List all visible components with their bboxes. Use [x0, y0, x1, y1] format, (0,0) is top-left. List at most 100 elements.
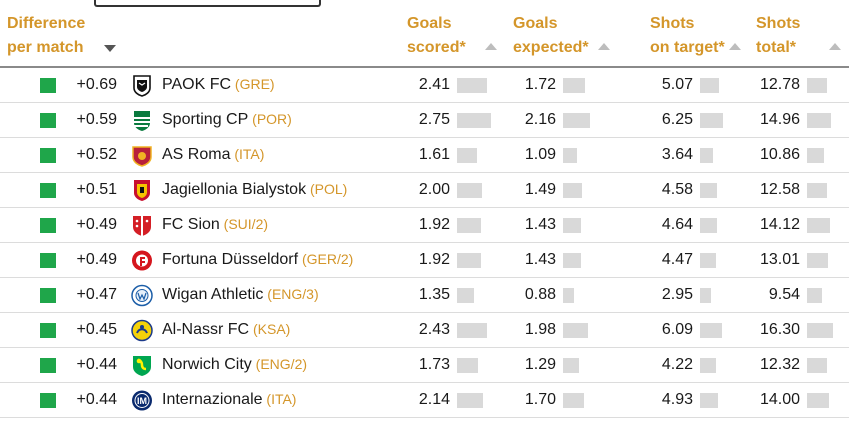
table-row[interactable]: +0.47 Wigan Athletic (ENG/3) 1.35 0.88 2.95 9…	[0, 278, 849, 313]
goals-scored-value: 1.61	[418, 146, 450, 163]
table-row[interactable]: +0.52 AS Roma (ITA) 1.61 1.09 3.64 10.86	[0, 138, 849, 173]
table-row[interactable]: +0.49 FC Sion (SUI/2) 1.92 1.43 4.64 14.12	[0, 208, 849, 243]
table-row[interactable]: +0.69 PAOK FC (GRE) 2.41 1.72 5.07 12.78	[0, 68, 849, 103]
shots-total-value: 12.58	[759, 181, 800, 198]
shots-total-value: 10.86	[759, 146, 800, 163]
goals-scored-bar	[457, 323, 487, 338]
header-goals-scored[interactable]: Goals scored*	[407, 12, 466, 60]
shots-total-value: 14.96	[759, 111, 800, 128]
table-row[interactable]: +0.49 Fortuna Düsseldorf (GER/2) 1.92 1.43 4…	[0, 243, 849, 278]
team-country: (GRE)	[231, 76, 275, 92]
shots-on-target-value: 3.64	[661, 146, 693, 163]
team-country: (SUI/2)	[219, 216, 269, 232]
goals-scored-value: 2.00	[418, 181, 450, 198]
team-link[interactable]: Fortuna Düsseldorf (GER/2)	[162, 251, 353, 269]
sort-desc-icon[interactable]	[104, 45, 116, 52]
shots-total-bar	[807, 253, 828, 268]
header-goals-expected-line2: expected*	[513, 39, 589, 56]
goals-expected-bar	[563, 78, 585, 93]
team-link[interactable]: FC Sion (SUI/2)	[162, 216, 268, 234]
header-shots-total-line2: total*	[756, 39, 796, 56]
shots-on-target-value: 4.93	[661, 391, 693, 408]
team-link[interactable]: Jagiellonia Bialystok (POL)	[162, 181, 347, 199]
sort-asc-icon[interactable]	[829, 43, 841, 50]
team-link[interactable]: Al-Nassr FC (KSA)	[162, 321, 290, 339]
shots-on-target-value: 6.09	[661, 321, 693, 338]
team-link[interactable]: Sporting CP (POR)	[162, 111, 292, 129]
jagiellonia-crest-icon	[131, 179, 153, 202]
header-difference-line1: Difference	[7, 15, 86, 32]
table-row[interactable]: +0.44 IM Internazionale (ITA) 2.14 1.70 4.93 1…	[0, 383, 849, 418]
goals-expected-value: 0.88	[524, 286, 556, 303]
header-goals-expected-line1: Goals	[513, 15, 558, 32]
team-country: (ENG/3)	[263, 286, 319, 302]
table-row[interactable]: +0.51 Jagiellonia Bialystok (POL) 2.00 1.49…	[0, 173, 849, 208]
header-difference[interactable]: Difference per match	[7, 12, 85, 60]
team-name: Internazionale	[162, 391, 263, 408]
team-country: (ITA)	[230, 146, 265, 162]
fortuna-crest-icon	[131, 249, 153, 272]
shots-total-bar	[807, 358, 827, 373]
shots-on-target-value: 4.58	[661, 181, 693, 198]
table-row[interactable]: +0.59 Sporting CP (POR) 2.75 2.16 6.25 14.96	[0, 103, 849, 138]
team-country: (GER/2)	[298, 251, 354, 267]
goals-expected-bar	[563, 218, 581, 233]
team-link[interactable]: Wigan Athletic (ENG/3)	[162, 286, 319, 304]
positive-indicator-icon	[40, 393, 56, 408]
goals-scored-value: 2.43	[418, 321, 450, 338]
difference-value: +0.44	[76, 356, 117, 373]
team-country: (ITA)	[262, 391, 297, 407]
team-link[interactable]: Norwich City (ENG/2)	[162, 356, 307, 374]
svg-text:IM: IM	[137, 396, 147, 406]
header-divider	[0, 66, 849, 68]
goals-scored-bar	[457, 148, 477, 163]
positive-indicator-icon	[40, 323, 56, 338]
shots-on-target-bar	[700, 113, 723, 128]
shots-total-value: 14.00	[759, 391, 800, 408]
sort-asc-icon[interactable]	[598, 43, 610, 50]
shots-on-target-value: 4.47	[661, 251, 693, 268]
shots-total-bar	[807, 113, 831, 128]
goals-expected-bar	[563, 148, 577, 163]
team-link[interactable]: PAOK FC (GRE)	[162, 76, 275, 94]
shots-total-bar	[807, 78, 827, 93]
sort-asc-icon[interactable]	[729, 43, 741, 50]
team-name: Wigan Athletic	[162, 286, 264, 303]
header-goals-expected[interactable]: Goals expected*	[513, 12, 589, 60]
team-country: (ENG/2)	[251, 356, 308, 372]
table-row[interactable]: +0.44 Norwich City (ENG/2) 1.73 1.29 4.22 12.…	[0, 348, 849, 383]
goals-expected-bar	[563, 358, 579, 373]
difference-value: +0.51	[76, 181, 117, 198]
search-input[interactable]	[94, 0, 321, 7]
header-shots-total-line1: Shots	[756, 15, 801, 32]
team-link[interactable]: AS Roma (ITA)	[162, 146, 264, 164]
goals-scored-value: 1.92	[418, 251, 450, 268]
team-link[interactable]: Internazionale (ITA)	[162, 391, 296, 409]
header-goals-scored-line2: scored*	[407, 39, 466, 56]
sporting-crest-icon	[131, 109, 153, 132]
sion-crest-icon	[131, 214, 153, 237]
goals-scored-bar	[457, 288, 474, 303]
goals-scored-value: 1.35	[418, 286, 450, 303]
goals-expected-value: 1.43	[524, 251, 556, 268]
shots-on-target-bar	[700, 323, 722, 338]
header-shots-on-target[interactable]: Shots on target*	[650, 12, 725, 60]
shots-on-target-value: 4.64	[661, 216, 693, 233]
goals-scored-value: 2.14	[418, 391, 450, 408]
goals-expected-value: 1.70	[524, 391, 556, 408]
shots-total-bar	[807, 218, 830, 233]
shots-total-value: 9.54	[768, 286, 800, 303]
shots-on-target-value: 2.95	[661, 286, 693, 303]
team-name: Norwich City	[162, 356, 252, 373]
shots-total-value: 12.32	[759, 356, 800, 373]
shots-on-target-bar	[700, 393, 718, 408]
goals-scored-bar	[457, 253, 481, 268]
goals-scored-value: 1.73	[418, 356, 450, 373]
header-shots-on-target-line2: on target*	[650, 39, 725, 56]
team-country: (KSA)	[249, 321, 291, 337]
sort-asc-icon[interactable]	[485, 43, 497, 50]
shots-total-bar	[807, 148, 824, 163]
positive-indicator-icon	[40, 358, 56, 373]
header-shots-total[interactable]: Shots total*	[756, 12, 800, 60]
table-row[interactable]: +0.45 Al-Nassr FC (KSA) 2.43 1.98 6.09 16.30	[0, 313, 849, 348]
